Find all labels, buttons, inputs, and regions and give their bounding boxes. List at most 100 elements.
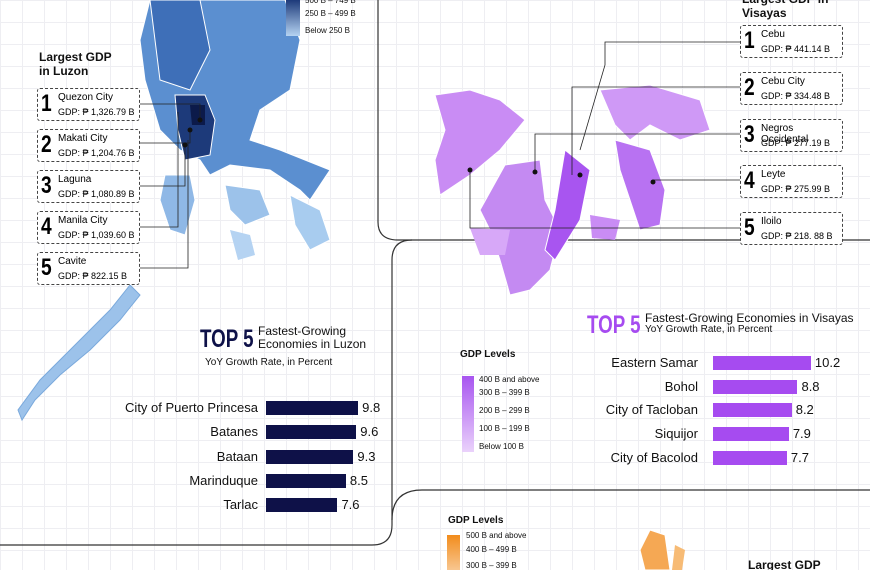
category-label: City of Tacloban	[605, 402, 698, 418]
value-label: 9.3	[357, 448, 376, 464]
bar	[266, 473, 346, 488]
section-title: Largest GDP in Luzon	[39, 50, 112, 78]
gdp-card: 1 Cebu GDP: ₱ 441.14 B	[740, 25, 843, 58]
gdp-card: 4 Leyte GDP: ₱ 275.99 B	[740, 165, 843, 199]
legend-item: 200 B – 299 B	[479, 406, 530, 415]
rank: 1	[41, 90, 52, 117]
gdp-value: GDP: ₱ 1,326.79 B	[58, 107, 135, 117]
rank: 4	[744, 167, 755, 195]
place-name: Laguna	[58, 174, 92, 185]
legend-item: 250 B – 499 B	[305, 9, 356, 18]
rank: 3	[41, 172, 52, 199]
gdp-value: GDP: ₱ 218. 88 B	[761, 231, 833, 242]
chart-badge: TOP 5	[587, 311, 641, 339]
category-label: City of Puerto Princesa	[125, 400, 258, 415]
rank: 3	[744, 120, 755, 148]
bar	[713, 450, 787, 465]
gdp-card: 5 Cavite GDP: ₱ 822.15 B	[37, 252, 140, 285]
category-label: Tarlac	[223, 497, 258, 513]
chart-badge: TOP 5	[200, 325, 254, 353]
legend-scale	[462, 376, 474, 452]
value-label: 8.5	[349, 472, 368, 488]
value-label: 9.8	[362, 400, 381, 415]
rank: 1	[744, 27, 755, 54]
mindanao-map	[639, 529, 685, 570]
category-label: City of Bacolod	[610, 449, 698, 465]
gdp-card: 2 Makati City GDP: ₱ 1,204.76 B	[37, 129, 140, 162]
gdp-card: 5 Iloilo GDP: ₱ 218. 88 B	[740, 212, 843, 246]
gdp-value: GDP: ₱ 275.99 B	[761, 184, 831, 195]
chart-title: Fastest-Growing Economies in Visayas	[645, 311, 854, 325]
gdp-card: 2 Cebu City GDP: ₱ 334.48 B	[740, 71, 843, 105]
bar	[713, 427, 789, 442]
rank: 4	[41, 213, 52, 240]
place-name: Cebu	[761, 29, 785, 40]
legend-item: 500 B – 749 B	[305, 0, 356, 5]
legend-item: 400 B – 499 B	[466, 545, 517, 554]
category-label: Bohol	[664, 378, 698, 394]
category-label: Siquijor	[654, 426, 698, 442]
legend-title: GDP Levels	[448, 515, 504, 526]
value-label: 7.6	[341, 497, 360, 513]
legend-item: 400 B and above	[479, 375, 540, 384]
place-name: Manila City	[58, 215, 108, 226]
rank: 5	[744, 214, 755, 242]
connector-dots	[182, 117, 656, 185]
category-label: Marinduque	[189, 472, 258, 488]
gdp-value: GDP: ₱ 441.14 B	[761, 44, 831, 54]
legend-item: 100 B – 199 B	[479, 424, 530, 433]
chart-subtitle: YoY Growth Rate, in Percent	[205, 357, 333, 368]
value-label: 9.6	[360, 424, 379, 440]
legend-item: 300 B – 399 B	[479, 388, 530, 397]
legend-item: 500 B and above	[466, 531, 527, 540]
place-name: Quezon City	[58, 92, 114, 103]
value-label: 7.7	[790, 449, 809, 465]
chart-title: Fastest-Growing Economies in Luzon	[258, 324, 367, 351]
gdp-value: GDP: ₱ 822.15 B	[58, 271, 128, 281]
legend-item: Below 250 B	[305, 26, 350, 35]
value-label: 8.8	[801, 378, 820, 394]
gdp-card: 4 Manila City GDP: ₱ 1,039.60 B	[37, 211, 140, 244]
gdp-value: GDP: ₱ 1,080.89 B	[58, 189, 135, 199]
visayas-map	[434, 84, 711, 296]
rank: 2	[744, 73, 755, 101]
section-title: Largest GDP	[748, 558, 821, 570]
bar	[266, 401, 359, 415]
luzon-map	[17, 0, 331, 422]
bar	[713, 403, 792, 418]
value-label: 7.9	[792, 426, 811, 442]
category-label: Batanes	[210, 424, 258, 440]
legend-scale	[286, 0, 300, 36]
legend-item: 300 B – 399 B	[466, 561, 517, 570]
rank: 2	[41, 131, 52, 158]
place-name: Cebu City	[761, 75, 805, 87]
place-name: Leyte	[761, 169, 786, 181]
legend-item: Below 100 B	[479, 442, 524, 451]
gdp-card: 1 Quezon City GDP: ₱ 1,326.79 B	[37, 88, 140, 121]
bar	[266, 425, 357, 440]
section-title: Largest GDP in Visayas	[742, 0, 828, 20]
gdp-card: 3 Negros Occidental GDP: ₱ 277.19 B	[740, 118, 843, 152]
divider	[391, 489, 870, 521]
value-label: 10.2	[814, 355, 841, 370]
category-label: Bataan	[216, 448, 258, 464]
gdp-value: GDP: ₱ 1,204.76 B	[58, 148, 135, 158]
place-name: Cavite	[58, 256, 87, 267]
bar	[266, 449, 354, 464]
place-name: Makati City	[58, 133, 108, 144]
bar	[266, 498, 338, 513]
legend-title: GDP Levels	[460, 349, 516, 360]
gdp-value: GDP: ₱ 1,039.60 B	[58, 230, 135, 240]
place-name: Negros Occidental	[761, 122, 809, 145]
bar	[713, 356, 811, 370]
category-label: Eastern Samar	[611, 355, 698, 370]
gdp-card: 3 Laguna GDP: ₱ 1,080.89 B	[37, 170, 140, 203]
value-label: 8.2	[795, 402, 814, 418]
gdp-value: GDP: ₱ 277.19 B	[761, 137, 831, 148]
bar	[713, 379, 798, 394]
gdp-value: GDP: ₱ 334.48 B	[761, 90, 831, 101]
divider	[0, 239, 413, 546]
legend-scale	[447, 535, 460, 570]
